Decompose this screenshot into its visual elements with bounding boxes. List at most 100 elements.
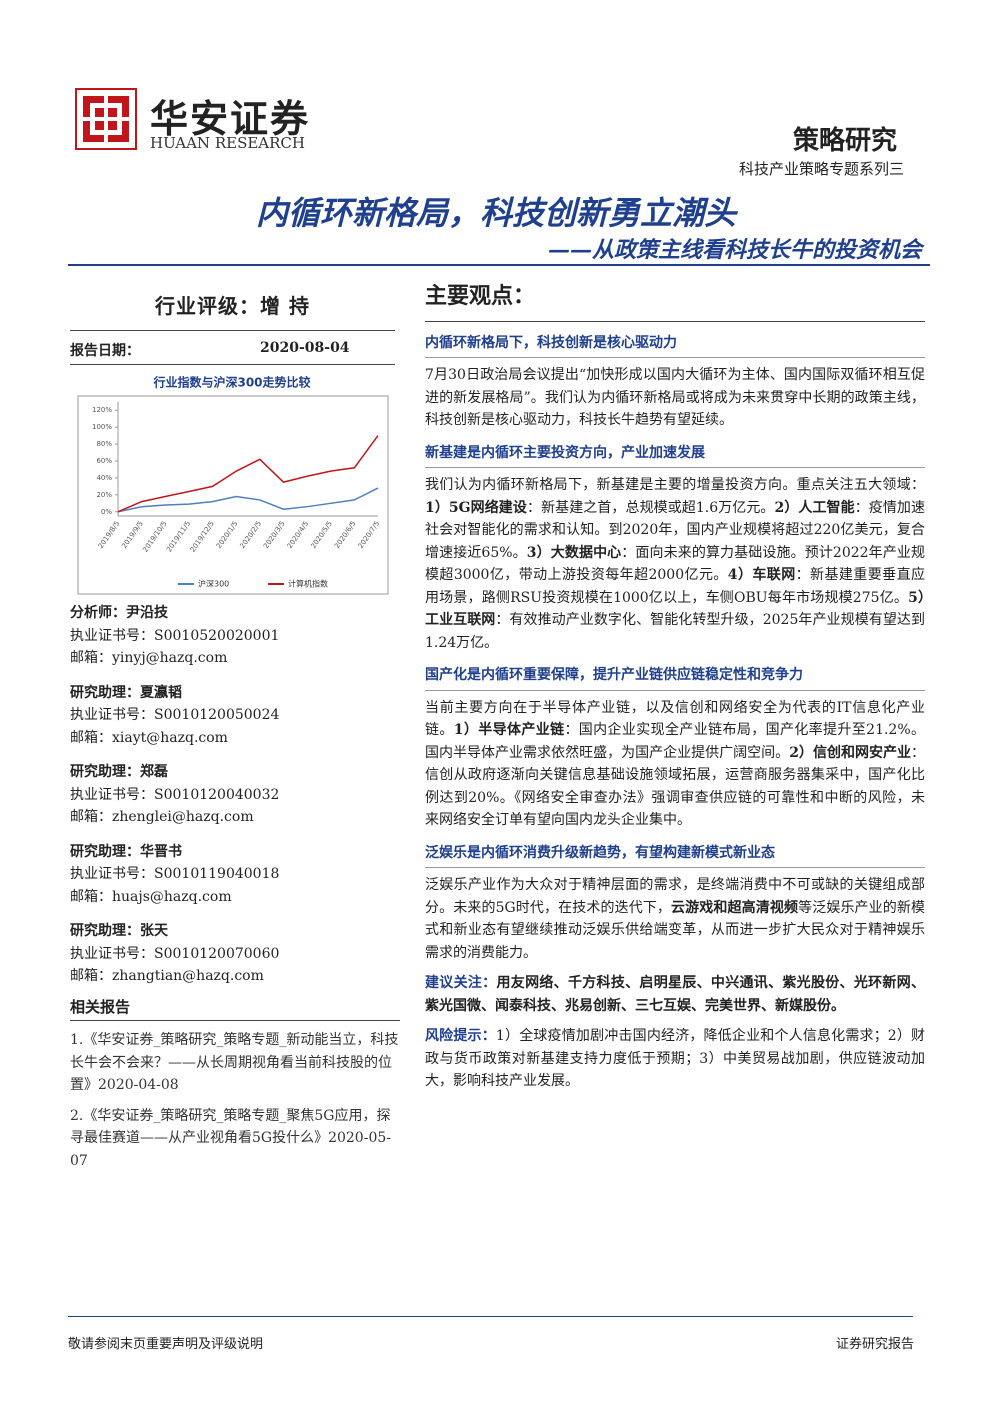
- bold-text: 4）车联网: [727, 567, 796, 583]
- analyst-name-row: 研究助理：郑磊: [70, 761, 400, 784]
- analyst: 研究助理：华晋书 执业证书号：S0010119040018 邮箱：huajs@haz…: [70, 841, 400, 909]
- name: 尹沿技: [126, 605, 168, 621]
- analyst: 分析师：尹沿技 执业证书号：S0010520020001 邮箱：yinyj@hazq…: [70, 602, 400, 670]
- email: zhenglei@hazq.com: [112, 809, 254, 825]
- brand-name: 华安证券: [150, 96, 311, 141]
- rating: 行业评级：增 持: [70, 290, 395, 319]
- name: 夏瀛韬: [140, 684, 182, 701]
- text: 7月30日政治局会议提出“加快形成以国内大循环为主体、国内国际双循环相互促进的新…: [425, 367, 925, 428]
- related-title: 相关报告: [70, 996, 400, 1021]
- bold-text: 1）5G网络建设: [425, 499, 527, 516]
- email: xiayt@hazq.com: [112, 729, 228, 746]
- analyst-name-row: 分析师：尹沿技: [70, 602, 400, 625]
- risk-label: 风险提示：: [425, 1028, 496, 1044]
- x-tick-label: 2019/12/5: [189, 520, 216, 554]
- legend-label: 沪深300: [198, 579, 229, 589]
- y-tick-label: 20%: [96, 491, 112, 499]
- email-label: 邮箱：: [70, 729, 112, 746]
- cert-row: 执业证书号：S0010120040032: [70, 784, 400, 807]
- email-row: 邮箱：zhangtian@hazq.com: [70, 965, 400, 988]
- cert-label: 执业证书号：: [70, 945, 154, 962]
- section-title: 新基建是内循环主要投资方向，产业加速发展: [425, 442, 925, 468]
- email-label: 邮箱：: [70, 968, 112, 984]
- cert-row: 执业证书号：S0010119040018: [70, 863, 400, 886]
- suggest-text: 用友网络、千方科技、启明星辰、中兴通讯、紫光股份、光环新网、紫光国微、闻泰科技、…: [425, 975, 926, 1014]
- series-line: [117, 487, 379, 513]
- cert-label: 执业证书号：: [70, 627, 154, 644]
- email: yinyj@hazq.com: [112, 650, 228, 666]
- x-tick-label: 2020/4/5: [286, 520, 311, 550]
- y-tick-label: 0%: [101, 508, 112, 516]
- main-heading: 主要观点：: [425, 285, 925, 322]
- y-tick-label: 40%: [96, 474, 112, 482]
- cert-label: 执业证书号：: [70, 707, 154, 723]
- section-body: 当前主要方向在于半导体产业链，以及信创和网络安全为代表的IT信息化产业链。1）半…: [425, 697, 925, 832]
- section-body: 泛娱乐产业作为大众对于精神层面的需求，是终端消费中不可或缺的关键组成部分。未来的…: [425, 874, 925, 964]
- cert: S0010120040032: [154, 786, 280, 803]
- text: ：新基建之首，总规模或超1.6万亿元。: [526, 499, 775, 516]
- bold-text: 云游戏和超高清视频: [671, 899, 799, 916]
- legend-label: 计算机指数: [288, 579, 328, 589]
- cert-row: 执业证书号：S0010120070060: [70, 943, 400, 966]
- cert: S0010120050024: [154, 707, 280, 723]
- name: 张天: [140, 923, 168, 939]
- sidebar-info: 分析师：尹沿技 执业证书号：S0010520020001 邮箱：yinyj@hazq…: [70, 602, 400, 1172]
- section-body: 7月30日政治局会议提出“加快形成以国内大循环为主体、国内国际双循环相互促进的新…: [425, 364, 925, 432]
- x-tick-label: 2020/7/5: [357, 520, 382, 550]
- x-tick-label: 2019/9/5: [120, 520, 145, 550]
- y-tick-label: 80%: [96, 440, 112, 448]
- series-line: [117, 435, 379, 513]
- email: huajs@hazq.com: [112, 888, 232, 905]
- y-tick-label: 120%: [92, 406, 112, 414]
- text: 我们认为内循环新格局下，新基建是主要的增量投资方向。重点关注五大领域：: [425, 477, 925, 493]
- cert: S0010119040018: [154, 866, 280, 882]
- analyst-name-row: 研究助理：张天: [70, 920, 400, 943]
- analyst-name-row: 研究助理：夏瀛韬: [70, 682, 400, 705]
- text: ：有效推动产业数字化、智能化转型升级，2025年产业规模有望达到1.24万亿。: [425, 612, 925, 651]
- role: 分析师：: [70, 605, 126, 621]
- date: 2020-08-04: [260, 340, 350, 356]
- related-report: 1.《华安证券_策略研究_策略专题_新动能当立，科技长牛会不会来？——从长周期视…: [70, 1032, 399, 1093]
- cert-row: 执业证书号：S0010520020001: [70, 625, 400, 648]
- subtitle: ——从政策主线看科技长牛的投资机会: [547, 237, 922, 263]
- analyst: 研究助理：张天 执业证书号：S0010120070060 邮箱：zhangtian@…: [70, 920, 400, 988]
- chart: 行业指数与沪深300走势比较 0% 20% 40% 60% 80% 100% 120% 201…: [77, 375, 389, 595]
- brand-en: HUAAN RESEARCH: [150, 134, 305, 152]
- divider: [70, 330, 395, 331]
- logo: [75, 88, 137, 150]
- x-tick-label: 2020/6/5: [333, 520, 358, 550]
- section-title: 泛娱乐是内循环消费升级新趋势，有望构建新模式新业态: [425, 842, 925, 868]
- text: 等泛娱乐产业的新模式和新业态有望继续推动泛娱乐供给端变革，从而进一步扩大民众对于…: [425, 899, 926, 961]
- role: 研究助理：: [70, 764, 140, 780]
- footer-right: 证券研究报告: [835, 1337, 914, 1352]
- date-label: 报告日期：: [70, 343, 140, 359]
- x-tick-label: 2019/8/5: [97, 520, 122, 550]
- cert-label: 执业证书号：: [70, 866, 154, 882]
- bold-text: 1）半导体产业链: [453, 722, 565, 738]
- text: ：疫情加速社会对智能化的需求和认知。到2020年，国内产业规模将超过220亿美元…: [425, 499, 926, 561]
- email-label: 邮箱：: [70, 650, 112, 666]
- email-label: 邮箱：: [70, 809, 112, 825]
- sections: 内循环新格局下，科技创新是核心驱动力 7月30日政治局会议提出“加快形成以国内大循…: [425, 332, 925, 965]
- divider: [68, 1316, 913, 1317]
- rating-label: 行业评级：: [155, 294, 261, 318]
- cert-row: 执业证书号：S0010120050024: [70, 704, 400, 727]
- email-row: 邮箱：yinyj@hazq.com: [70, 647, 400, 670]
- main-points: 主要观点： 内循环新格局下，科技创新是核心驱动力 7月30日政治局会议提出“加快形…: [425, 285, 926, 1093]
- bold-text: 3）大数据中心: [526, 544, 622, 561]
- role: 研究助理：: [70, 843, 140, 860]
- date-row: 报告日期： 2020-08-04: [70, 340, 395, 360]
- bold-text: 2）人工智能: [774, 499, 855, 516]
- text: ：新基建重要垂直应用场景，路侧RSU投资规模在1000亿以上，车侧OBU每年市场…: [425, 567, 925, 606]
- risk: 风险提示：1）全球疫情加剧冲击国内经济，降低企业和个人信息化需求；2）财政与货币…: [425, 1025, 925, 1093]
- related-report: 2.《华安证券_策略研究_策略专题_聚焦5G应用，探寻最佳赛道——从产业视角看5…: [70, 1107, 391, 1169]
- section-title: 内循环新格局下，科技创新是核心驱动力: [425, 332, 925, 358]
- text: ：面向未来的算力基础设施。预计2022年产业规模超3000亿，带动上游投资每年超…: [425, 544, 925, 584]
- x-tick-label: 2020/5/5: [309, 520, 334, 550]
- cert: S0010120070060: [154, 945, 280, 962]
- divider: [68, 264, 930, 266]
- rating-value: 增 持: [260, 294, 310, 318]
- role: 研究助理：: [70, 923, 140, 939]
- name: 郑磊: [140, 764, 168, 780]
